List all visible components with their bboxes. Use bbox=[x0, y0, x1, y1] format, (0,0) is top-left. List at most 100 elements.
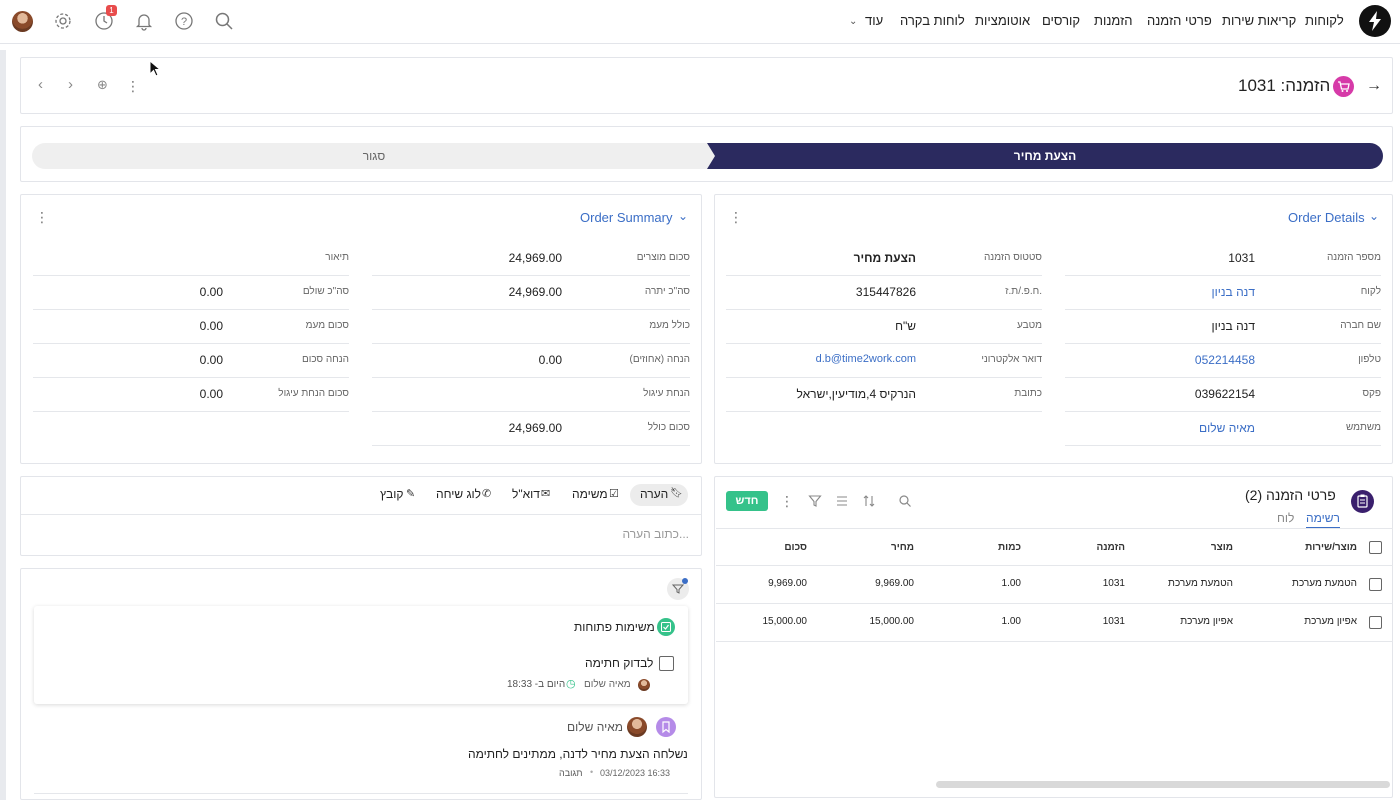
list-icon[interactable] bbox=[835, 494, 849, 508]
field-phone: טלפון 052214458 bbox=[1065, 344, 1381, 378]
order-link[interactable]: 1031 bbox=[1102, 578, 1125, 589]
horizontal-scrollbar[interactable] bbox=[936, 781, 1390, 788]
filter-icon[interactable] bbox=[667, 578, 689, 600]
clock-icon[interactable] bbox=[94, 11, 114, 31]
cart-icon bbox=[1333, 76, 1354, 97]
field-label: ח.פ./ת.ז. bbox=[1005, 286, 1042, 297]
task-due-time: היום ב- 18:33 bbox=[507, 679, 566, 690]
tab-note[interactable]: הערה bbox=[640, 487, 669, 501]
order-link[interactable]: 1031 bbox=[1102, 616, 1125, 627]
tab-file[interactable]: קובץ bbox=[380, 487, 404, 501]
app-logo[interactable] bbox=[1359, 5, 1391, 37]
table-cell: 1.00 bbox=[1001, 578, 1021, 589]
nav-courses[interactable]: קורסים bbox=[1042, 13, 1081, 28]
stage-closed[interactable]: סגור bbox=[32, 143, 716, 169]
task-title[interactable]: לבדוק חתימה bbox=[585, 656, 654, 670]
field-fax: פקס 039622154 bbox=[1065, 378, 1381, 412]
nav-service-calls[interactable]: קריאות שירות bbox=[1222, 13, 1297, 28]
column-header[interactable]: הזמנה bbox=[1096, 542, 1125, 553]
table-row[interactable]: הטמעת מערכת הטמעת מערכת 1031 1.00 9,969.… bbox=[716, 566, 1393, 604]
product-link[interactable]: הטמעת מערכת bbox=[1168, 578, 1233, 589]
nav-automations[interactable]: אוטומציות bbox=[975, 13, 1031, 28]
add-circle-icon[interactable]: ⊕ bbox=[97, 77, 108, 92]
nav-more[interactable]: עוד bbox=[865, 13, 884, 28]
chevron-down-icon[interactable]: ⌄ bbox=[849, 16, 858, 27]
tab-list-view[interactable]: רשימה bbox=[1306, 511, 1340, 529]
previous-record-icon[interactable]: ‹ bbox=[38, 76, 43, 93]
note-input[interactable]: כתוב הערה... bbox=[622, 527, 689, 541]
kebab-menu-icon[interactable]: ⋮ bbox=[729, 209, 743, 225]
task-check-icon bbox=[657, 618, 675, 636]
row-checkbox[interactable] bbox=[1369, 616, 1382, 629]
notification-badge: 1 bbox=[106, 5, 117, 16]
tab-call-log[interactable]: לוג שיחה bbox=[436, 487, 482, 501]
field-label: טלפון bbox=[1358, 354, 1381, 365]
field-value: 315447826 bbox=[855, 285, 916, 299]
note-author: מאיה שלום bbox=[567, 720, 623, 734]
column-header[interactable]: סכום bbox=[784, 542, 807, 553]
checkbox-icon: ☑ bbox=[609, 488, 619, 500]
search-icon[interactable] bbox=[898, 494, 912, 508]
task-checkbox[interactable] bbox=[659, 656, 674, 671]
user-link[interactable]: מאיה שלום bbox=[1199, 421, 1255, 435]
field-value: 24,969.00 bbox=[508, 251, 562, 265]
email-link[interactable]: d.b@time2work.com bbox=[815, 353, 916, 365]
kebab-menu-icon[interactable]: ⋮ bbox=[35, 209, 49, 225]
order-summary-title[interactable]: Order Summary bbox=[580, 210, 673, 225]
mouse-cursor-icon bbox=[149, 60, 161, 77]
top-navigation-bar: לקוחות קריאות שירות פרטי הזמנה הזמנות קו… bbox=[0, 0, 1400, 44]
mail-icon: ✉ bbox=[541, 488, 551, 500]
chevron-down-icon[interactable]: ⌄ bbox=[1369, 209, 1380, 223]
field-label: סכום מוצרים bbox=[636, 252, 690, 263]
tab-task[interactable]: משימה bbox=[572, 487, 608, 501]
svg-text:?: ? bbox=[181, 16, 187, 28]
customer-link[interactable]: דנה בניון bbox=[1211, 285, 1255, 299]
kebab-menu-icon[interactable]: ⋮ bbox=[126, 78, 140, 94]
order-details-title[interactable]: Order Details bbox=[1288, 210, 1365, 225]
avatar bbox=[638, 679, 650, 691]
back-arrow-icon[interactable]: → bbox=[1366, 77, 1382, 94]
page-title: הזמנה: 1031 bbox=[1238, 76, 1331, 95]
nav-orders[interactable]: הזמנות bbox=[1094, 13, 1133, 28]
search-icon[interactable] bbox=[214, 11, 234, 31]
bell-icon[interactable] bbox=[134, 11, 154, 31]
tab-email[interactable]: דוא"ל bbox=[512, 487, 540, 501]
field-vat-amount: סכום מעמ 0.00 bbox=[33, 310, 349, 344]
field-value: 24,969.00 bbox=[508, 285, 562, 299]
table-row[interactable]: אפיון מערכת אפיון מערכת 1031 1.00 15,000… bbox=[716, 604, 1393, 642]
gear-icon[interactable] bbox=[53, 11, 73, 31]
phone-link[interactable]: 052214458 bbox=[1194, 353, 1255, 367]
nav-dashboards[interactable]: לוחות בקרה bbox=[900, 13, 965, 28]
column-header[interactable]: מחיר bbox=[890, 542, 914, 553]
left-scroll-strip bbox=[0, 50, 6, 800]
tab-board-view[interactable]: לוח bbox=[1277, 511, 1295, 525]
product-link[interactable]: אפיון מערכת bbox=[1180, 616, 1233, 627]
column-header[interactable]: מוצר bbox=[1210, 542, 1233, 553]
open-tasks-card bbox=[34, 606, 688, 704]
reply-link[interactable]: תגובה bbox=[559, 768, 583, 778]
record-header bbox=[20, 57, 1393, 114]
user-avatar[interactable] bbox=[12, 11, 33, 32]
help-icon[interactable]: ? bbox=[174, 11, 194, 31]
chevron-down-icon[interactable]: ⌄ bbox=[678, 209, 689, 223]
field-label: הנחה סכום bbox=[301, 354, 349, 365]
nav-customers[interactable]: לקוחות bbox=[1305, 13, 1344, 28]
column-header[interactable]: מוצר/שירות bbox=[1305, 542, 1357, 553]
next-record-icon[interactable]: › bbox=[68, 76, 73, 93]
field-label: סה"כ שולם bbox=[302, 286, 349, 297]
filter-icon[interactable] bbox=[808, 494, 822, 508]
stage-quote[interactable]: הצעת מחיר bbox=[707, 143, 1383, 169]
kebab-menu-icon[interactable]: ⋮ bbox=[780, 493, 794, 509]
column-header[interactable]: כמות bbox=[998, 542, 1021, 553]
table-cell: 9,969.00 bbox=[768, 578, 807, 589]
new-item-button[interactable]: חדש bbox=[726, 491, 768, 511]
sort-icon[interactable] bbox=[862, 494, 876, 508]
order-items-card bbox=[714, 476, 1393, 798]
field-value: דנה בניון bbox=[1211, 319, 1255, 333]
field-label: סכום מעמ bbox=[305, 320, 349, 331]
nav-order-details[interactable]: פרטי הזמנה bbox=[1147, 13, 1212, 28]
select-all-checkbox[interactable] bbox=[1369, 541, 1382, 554]
field-label: מטבע bbox=[1017, 320, 1042, 331]
row-checkbox[interactable] bbox=[1369, 578, 1382, 591]
field-value: 0.00 bbox=[199, 353, 223, 367]
